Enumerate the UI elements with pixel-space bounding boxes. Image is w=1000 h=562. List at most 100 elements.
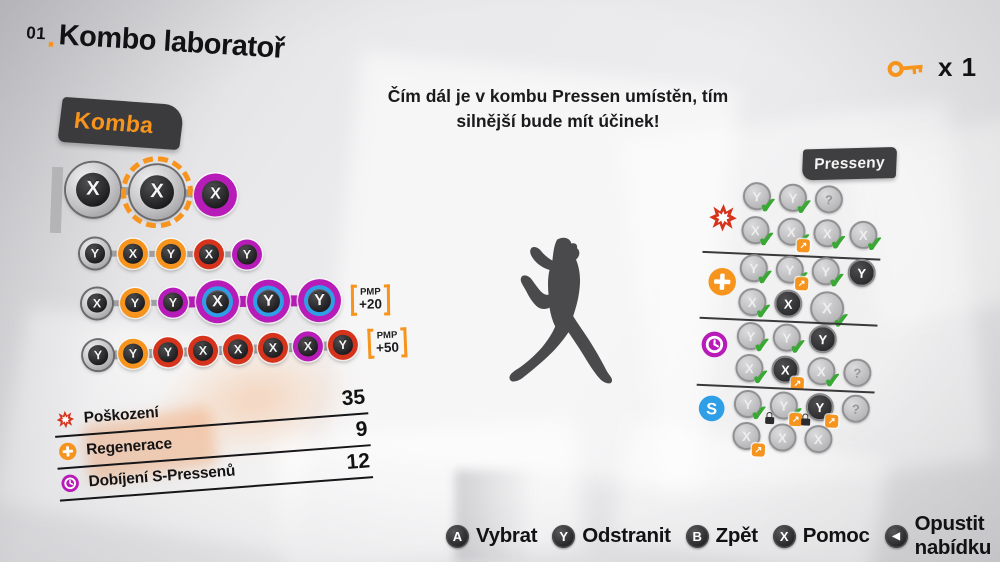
stat-label: Dobíjení S-Pressenů (87, 461, 236, 490)
combo-button-letter: X (303, 339, 313, 354)
pressen-slot-x[interactable]: X (801, 418, 834, 454)
pressen-slot-x[interactable]: X ✔ (734, 353, 771, 390)
pressen-slot-x[interactable]: X ✔ (806, 356, 843, 393)
combo-button-letter: X (212, 292, 223, 310)
damage-icon (55, 409, 75, 429)
combo-button-y[interactable]: Y (246, 279, 291, 323)
combo-connector (223, 251, 233, 258)
key-icon (885, 54, 929, 82)
controller-hint-label: Pomoc (802, 524, 870, 547)
clock-group-icon (700, 330, 729, 359)
combo-button-y[interactable]: Y (157, 287, 189, 318)
combo-button-x[interactable]: X (119, 154, 195, 230)
pressen-slot-y[interactable]: Y ✔ (811, 256, 847, 293)
pressen-slot-x[interactable]: X ✔ (740, 215, 777, 252)
combo-button-letter: X (204, 247, 214, 262)
stat-row: Poškození 35 (52, 382, 369, 438)
pressen-row: Y ✔ Y ✔ Y (736, 321, 838, 360)
pressen-slot-x[interactable]: X ✔ (812, 218, 849, 255)
combo-button-x[interactable]: X (81, 287, 113, 319)
pressen-slot-y[interactable]: Y ✔ (778, 183, 814, 220)
pressen-slot-y[interactable]: Y✔↗ (775, 255, 811, 292)
combo-button-y[interactable]: Y (117, 338, 149, 370)
pressen-slot-y[interactable]: Y ✔ (772, 323, 808, 360)
combo-button-core: Y (332, 334, 353, 355)
pressen-slot-x[interactable]: X ✔ (809, 290, 851, 334)
combo-button-letter: X (233, 342, 243, 357)
combo-button-x[interactable]: X (117, 238, 149, 269)
combo-button-x[interactable]: X (193, 239, 225, 270)
controller-b-button-icon: B (685, 524, 709, 548)
check-icon: ✔ (829, 231, 849, 256)
combo-button-y[interactable]: Y (119, 287, 151, 318)
combo-button-y[interactable]: Y (79, 238, 111, 269)
combo-button-letter: Y (93, 348, 103, 363)
combo-button-letter: Y (168, 295, 178, 310)
pressen-letter: X (821, 299, 833, 318)
stat-label: Regenerace (85, 434, 173, 459)
pressen-slot-x[interactable]: X ↗ (731, 421, 766, 457)
key-counter: x 1 (886, 52, 977, 83)
combo-button-y[interactable]: Y (297, 278, 342, 323)
combo-button-x[interactable]: X (65, 161, 122, 218)
combo-button-core: Y (237, 244, 257, 265)
combo-button-core: Y (163, 292, 183, 312)
combo-button-y[interactable]: Y (152, 336, 184, 368)
combo-button-y[interactable]: Y (155, 238, 187, 270)
pressen-slot-y[interactable]: Y ✔ (739, 253, 775, 290)
pressen-letter: Y (818, 331, 828, 347)
hint-line-2: silnější bude mít účinek! (456, 110, 660, 131)
pressen-slot-y[interactable]: Y (847, 258, 877, 288)
combo-button-x[interactable]: X (257, 332, 289, 364)
combo-button-y[interactable]: Y (231, 239, 263, 270)
combo-connector (109, 250, 119, 257)
pressen-slot-x[interactable]: X✔↗ (776, 217, 813, 254)
pressen-letter: X (741, 428, 752, 444)
combo-button-x[interactable]: X (193, 172, 238, 217)
combo-connector (111, 299, 121, 306)
tab-presseny-label: Presseny (813, 153, 886, 173)
combo-button-x[interactable]: X (292, 330, 324, 363)
tab-komba[interactable]: Komba (57, 96, 185, 151)
controller-hint: Y Odstranit (552, 524, 671, 548)
tab-presseny[interactable]: Presseny (801, 146, 898, 181)
combo-button-x[interactable]: X (195, 279, 240, 324)
pressen-slot-unknown[interactable]: ? (814, 184, 844, 214)
pressen-letter: ? (851, 401, 861, 417)
combo-button-x[interactable]: X (222, 333, 254, 365)
combo-connector (185, 251, 195, 258)
pressen-slot-y[interactable]: Y (808, 324, 838, 354)
hint-text: Čím dál je v kombu Pressen umístěn, tím … (386, 84, 730, 133)
pressen-slot-x[interactable]: X ✔ (848, 220, 885, 257)
check-icon: ✔ (757, 228, 777, 253)
combo-button-y[interactable]: Y (82, 339, 114, 371)
pressen-slot-unknown[interactable]: ? (842, 358, 872, 388)
pressen-slot-x[interactable]: X ↗ (770, 354, 805, 391)
combo-button-letter: X (209, 185, 222, 203)
pressen-slot-x[interactable]: X (765, 416, 798, 453)
combo-button-x[interactable]: X (187, 335, 219, 367)
combo-button-core: Y (123, 343, 144, 364)
pressen-slot-y[interactable]: Y✔↗ (769, 390, 805, 428)
combo-button-letter: Y (130, 295, 140, 310)
tab-komba-label: Komba (72, 106, 156, 139)
selection-ring (119, 154, 195, 230)
pressen-slot-unknown[interactable]: ? (841, 394, 871, 424)
combo-button-core: Y (307, 288, 332, 313)
pressen-slot-y[interactable]: Y ✔ (742, 181, 778, 218)
pressen-slot-y[interactable]: Y ✔ (733, 389, 769, 426)
upgrade-badge-icon: ↗ (794, 276, 809, 291)
pressen-letter: X (777, 429, 788, 446)
combo-button-letter: X (85, 177, 101, 201)
stat-label: Poškození (83, 403, 160, 427)
combo-button-core: X (123, 244, 143, 264)
combo-button-y[interactable]: Y (327, 329, 359, 361)
pressen-slot-y[interactable]: Y ↗ (805, 392, 839, 428)
combo-button-core: Y (125, 292, 145, 313)
pressen-slot-x[interactable]: X ✔ (737, 287, 774, 324)
pressen-slot-x[interactable]: X (773, 289, 803, 319)
pressen-slot-y[interactable]: Y ✔ (736, 321, 772, 358)
combo-button-letter: Y (163, 345, 173, 360)
combo-button-core: Y (85, 243, 105, 264)
